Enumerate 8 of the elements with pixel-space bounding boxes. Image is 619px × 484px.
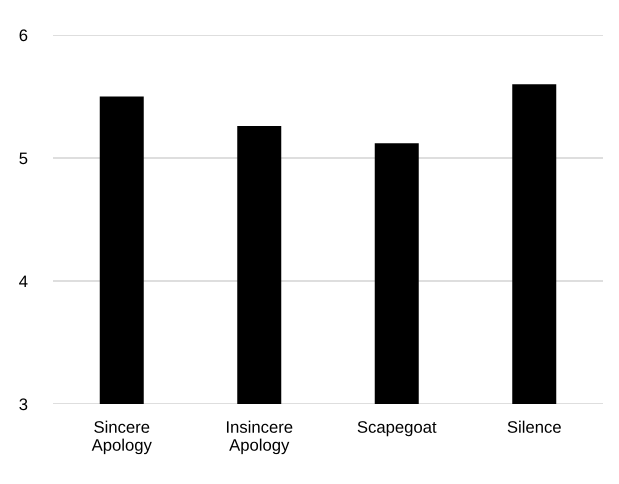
y-tick-label: 4 xyxy=(19,276,28,288)
y-tick-label: 5 xyxy=(19,152,28,164)
y-tick-label: 3 xyxy=(19,398,28,410)
y-tick-label: 6 xyxy=(20,29,28,42)
x-tick-label: Scapegoat xyxy=(358,421,436,436)
x-tick-label: Silence xyxy=(508,420,561,433)
x-tick-label: Insincere Apology xyxy=(226,420,292,454)
x-tick-label: Sincere Apology xyxy=(92,420,152,454)
